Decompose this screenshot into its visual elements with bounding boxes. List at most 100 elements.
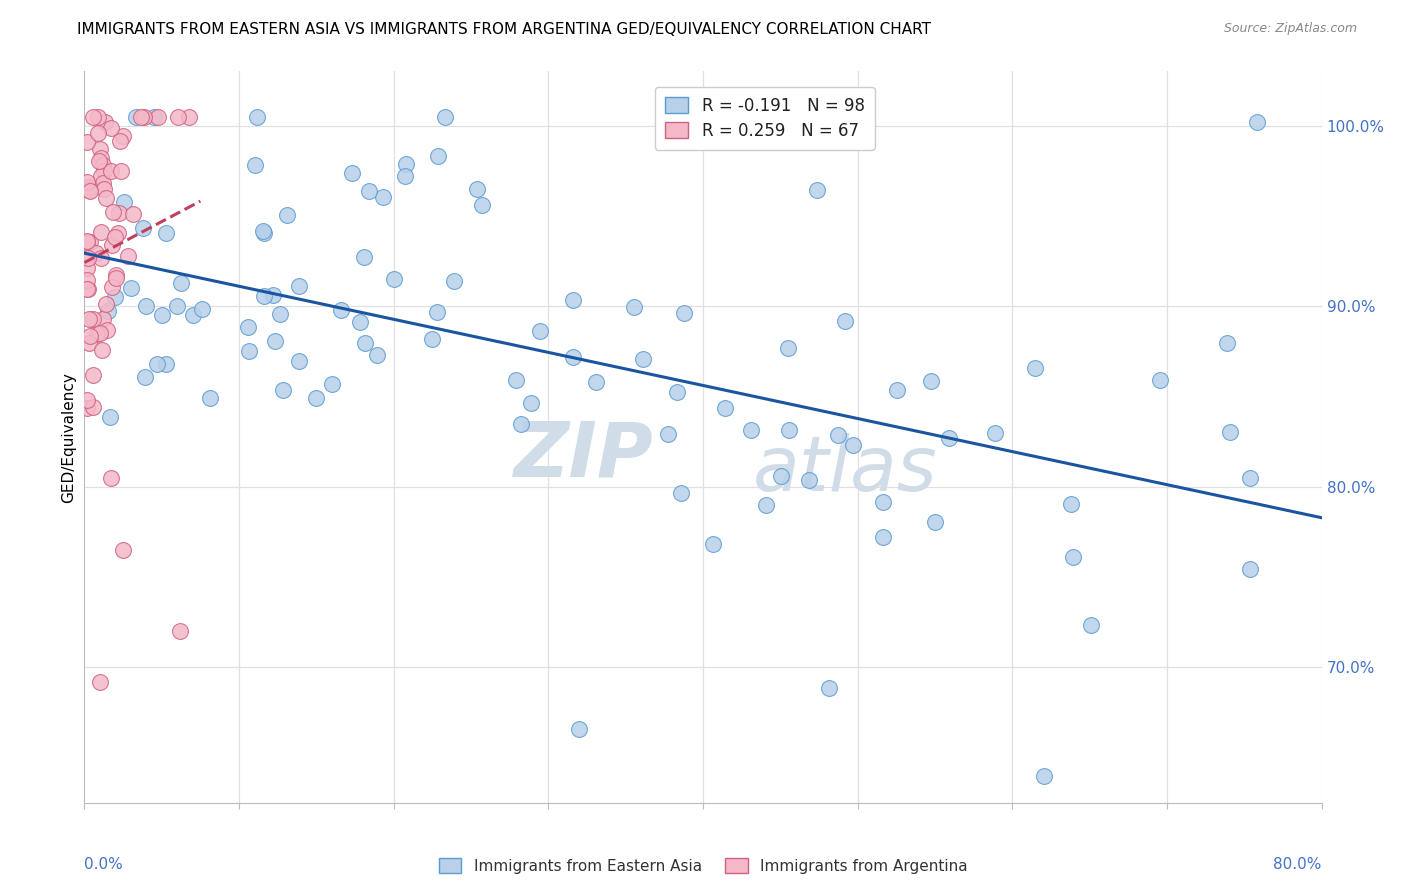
Point	[562, 293, 585, 308]
Point	[238, 343, 260, 358]
Point	[420, 332, 443, 346]
Y-axis label: GED/Equivalency: GED/Equivalency	[60, 372, 76, 502]
Point	[198, 392, 221, 406]
Point	[94, 191, 117, 205]
Point	[371, 189, 394, 203]
Point	[90, 151, 112, 165]
Point	[394, 169, 416, 183]
Point	[443, 274, 465, 288]
Point	[246, 110, 269, 124]
Point	[93, 114, 115, 128]
Point	[76, 401, 98, 415]
Point	[101, 204, 124, 219]
Point	[330, 303, 353, 318]
Point	[177, 110, 200, 124]
Point	[797, 473, 820, 487]
Point	[77, 180, 100, 194]
Point	[90, 252, 112, 266]
Point	[76, 273, 98, 287]
Point	[657, 426, 679, 441]
Point	[155, 226, 177, 240]
Point	[82, 312, 104, 326]
Point	[89, 153, 111, 168]
Point	[93, 182, 115, 196]
Point	[471, 198, 494, 212]
Point	[76, 175, 98, 189]
Point	[104, 290, 127, 304]
Point	[755, 498, 778, 512]
Point	[702, 537, 724, 551]
Point	[276, 208, 298, 222]
Point	[105, 271, 128, 285]
Point	[86, 327, 108, 342]
Point	[146, 110, 169, 124]
Point	[112, 129, 135, 144]
Legend: R = -0.191   N = 98, R = 0.259   N = 67: R = -0.191 N = 98, R = 0.259 N = 67	[655, 87, 875, 150]
Point	[77, 335, 100, 350]
Point	[585, 375, 607, 389]
Point	[562, 350, 585, 364]
Point	[77, 183, 100, 197]
Point	[100, 471, 122, 485]
Point	[89, 142, 111, 156]
Point	[76, 252, 98, 266]
Point	[97, 304, 120, 318]
Point	[938, 431, 960, 445]
Point	[252, 224, 274, 238]
Point	[1060, 497, 1083, 511]
Point	[155, 357, 177, 371]
Point	[79, 235, 101, 249]
Point	[76, 282, 98, 296]
Point	[146, 357, 169, 371]
Point	[76, 135, 98, 149]
Point	[129, 110, 152, 124]
Point	[872, 495, 894, 509]
Point	[673, 306, 696, 320]
Point	[269, 308, 291, 322]
Point	[778, 423, 800, 437]
Point	[834, 313, 856, 327]
Point	[142, 110, 165, 124]
Point	[263, 334, 285, 348]
Point	[100, 121, 122, 136]
Legend: Immigrants from Eastern Asia, Immigrants from Argentina: Immigrants from Eastern Asia, Immigrants…	[433, 852, 973, 880]
Point	[271, 383, 294, 397]
Point	[505, 373, 527, 387]
Point	[169, 624, 191, 639]
Point	[1024, 360, 1046, 375]
Point	[166, 299, 188, 313]
Point	[623, 300, 645, 314]
Point	[169, 276, 191, 290]
Point	[76, 261, 98, 276]
Point	[287, 278, 309, 293]
Point	[76, 392, 98, 407]
Point	[104, 230, 127, 244]
Point	[305, 392, 328, 406]
Point	[76, 234, 98, 248]
Point	[236, 319, 259, 334]
Point	[79, 184, 101, 198]
Point	[924, 516, 946, 530]
Point	[872, 530, 894, 544]
Point	[86, 110, 108, 124]
Point	[349, 315, 371, 329]
Point	[433, 110, 456, 124]
Text: 0.0%: 0.0%	[84, 857, 124, 872]
Point	[568, 722, 591, 736]
Point	[366, 348, 388, 362]
Point	[253, 288, 276, 302]
Text: atlas: atlas	[752, 433, 936, 507]
Point	[150, 308, 173, 322]
Point	[94, 297, 117, 311]
Point	[321, 377, 343, 392]
Point	[1239, 562, 1261, 576]
Point	[166, 110, 188, 124]
Point	[76, 282, 98, 296]
Point	[529, 324, 551, 338]
Point	[112, 543, 135, 558]
Point	[633, 351, 655, 366]
Point	[357, 185, 380, 199]
Point	[107, 206, 129, 220]
Point	[134, 370, 156, 384]
Point	[87, 126, 110, 140]
